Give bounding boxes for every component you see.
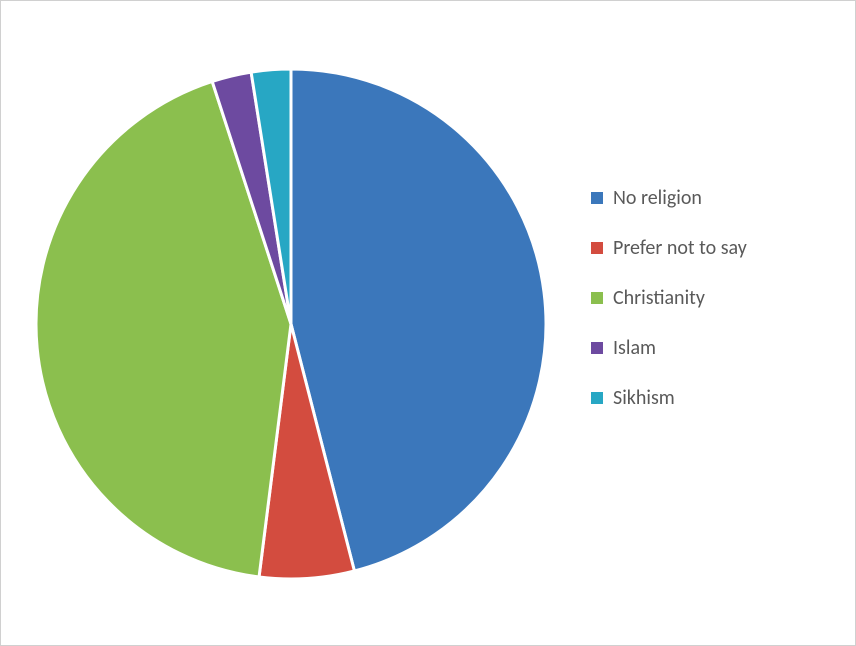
legend-item: No religion [591,186,747,210]
legend-item: Islam [591,336,747,360]
legend-item: Sikhism [591,386,747,410]
legend: No religion Prefer not to say Christianity… [591,186,747,436]
legend-label: Christianity [613,286,705,310]
pie-chart [31,31,551,617]
legend-label: Islam [613,336,656,360]
legend-label: No religion [613,186,702,210]
legend-swatch [591,342,603,354]
chart-container: No religion Prefer not to say Christianity… [0,0,856,646]
legend-swatch [591,392,603,404]
legend-label: Sikhism [613,386,675,410]
pie-plot-area [31,31,551,617]
legend-label: Prefer not to say [613,236,747,260]
legend-swatch [591,192,603,204]
legend-item: Prefer not to say [591,236,747,260]
legend-swatch [591,242,603,254]
legend-swatch [591,292,603,304]
legend-item: Christianity [591,286,747,310]
